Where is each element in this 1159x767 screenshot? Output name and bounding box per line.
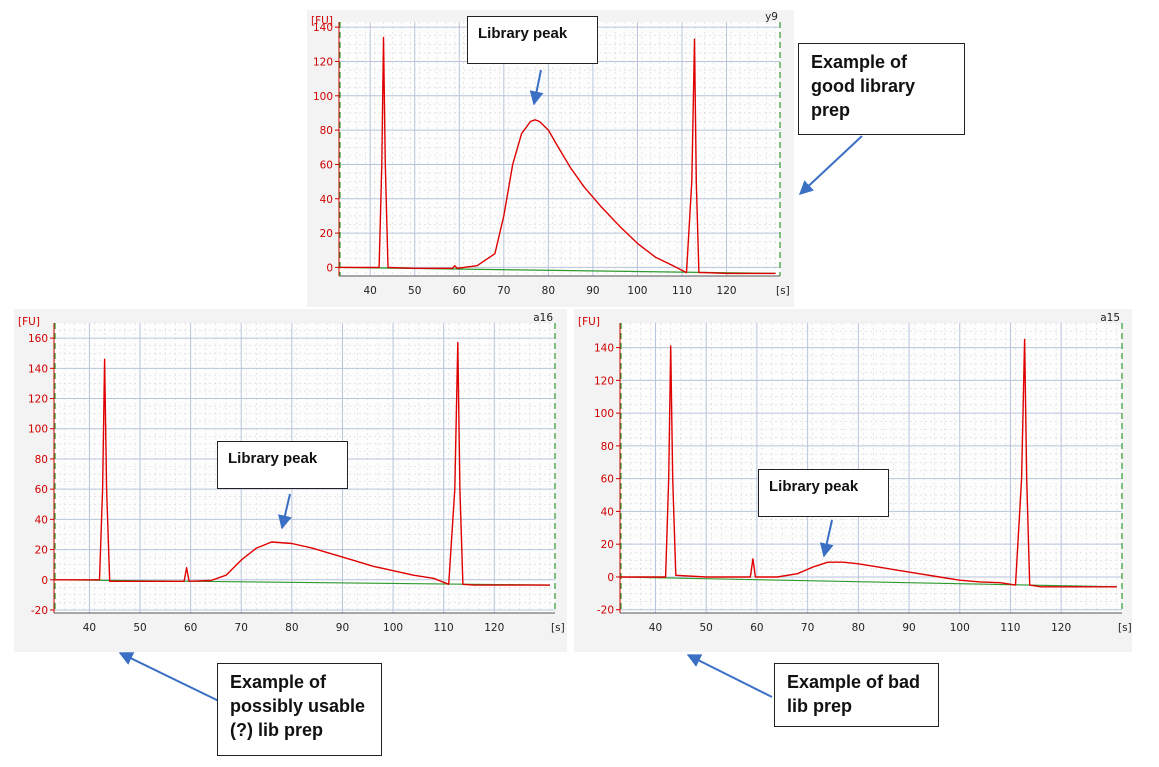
x-unit-label: [s]	[776, 285, 790, 297]
y-tick-label: 40	[320, 194, 333, 206]
chart-panel-bottom-left: 40 50 60 70 80 90 100 110 120 -20 0 20 40 60 80 100 120 1…	[14, 309, 567, 652]
y-tick-label: 120	[313, 56, 333, 68]
x-tick-label: 60	[750, 622, 763, 634]
y-tick-label: 0	[607, 572, 614, 584]
y-tick-label: 100	[313, 91, 333, 103]
y-tick-label: 20	[601, 539, 614, 551]
y-tick-label: 120	[594, 375, 614, 387]
x-tick-label: 60	[453, 285, 466, 297]
y-tick-label: 60	[320, 159, 333, 171]
x-tick-label: 110	[1000, 622, 1020, 634]
x-tick-label: 50	[133, 622, 146, 634]
x-tick-label: 50	[408, 285, 421, 297]
callout-line: possibly usable	[230, 696, 366, 716]
sample-id-label: a15	[1100, 312, 1120, 324]
usable-example-callout: Example of possibly usable (?) lib prep	[217, 663, 382, 756]
arrow-bad-example	[686, 654, 773, 698]
callout-line: good library	[811, 76, 916, 96]
x-tick-label: 70	[497, 285, 510, 297]
x-tick-label: 90	[902, 622, 915, 634]
y-unit-label: [FU]	[18, 316, 40, 328]
x-tick-label: 40	[649, 622, 662, 634]
x-tick-label: 80	[285, 622, 298, 634]
plot-area	[620, 323, 1122, 613]
x-tick-label: 70	[801, 622, 814, 634]
fluorescence-series	[54, 341, 550, 586]
fluorescence-series	[620, 338, 1117, 588]
y-tick-label: 20	[320, 228, 333, 240]
x-tick-label: 60	[184, 622, 197, 634]
library-peak-callout-top: Library peak	[467, 16, 598, 64]
y-tick-label: 80	[320, 125, 333, 137]
y-unit-label: [FU]	[578, 316, 600, 328]
callout-line: lib prep	[787, 696, 853, 716]
y-tick-label: 0	[326, 262, 333, 274]
callout-line: Example of	[230, 672, 327, 692]
callout-line: Example of	[811, 52, 908, 72]
y-tick-label: 40	[601, 506, 614, 518]
callout-line: (?) lib prep	[230, 720, 323, 740]
y-unit-label: [FU]	[311, 15, 333, 27]
y-tick-label: 40	[35, 514, 48, 526]
x-tick-label: 70	[235, 622, 248, 634]
x-tick-label: 50	[700, 622, 713, 634]
y-tick-label: 100	[28, 424, 48, 436]
y-tick-label: 80	[35, 454, 48, 466]
y-tick-label: 160	[28, 333, 48, 345]
x-tick-label: 110	[434, 622, 454, 634]
y-tick-label: 140	[28, 363, 48, 375]
good-example-callout: Example of good library prep	[798, 43, 965, 135]
x-tick-label: 100	[627, 285, 647, 297]
x-tick-label: 120	[717, 285, 737, 297]
y-tick-label: -20	[31, 605, 48, 617]
x-tick-label: 40	[83, 622, 96, 634]
callout-text: Library peak	[228, 450, 318, 467]
y-tick-label: 60	[35, 484, 48, 496]
arrow-good-example	[798, 135, 863, 195]
y-tick-label: 0	[41, 575, 48, 587]
callout-text: Library peak	[769, 478, 859, 495]
y-tick-label: 20	[35, 545, 48, 557]
library-peak-callout-right: Library peak	[758, 469, 889, 517]
x-unit-label: [s]	[551, 622, 565, 634]
callout-text: Library peak	[478, 25, 568, 42]
x-tick-label: 100	[383, 622, 403, 634]
x-tick-label: 90	[586, 285, 599, 297]
x-tick-label: 110	[672, 285, 692, 297]
x-tick-label: 90	[336, 622, 349, 634]
library-peak-callout-left: Library peak	[217, 441, 348, 489]
chart-top: 40 50 60 70 80 90 100 110 120020406080100120140[…	[311, 11, 790, 297]
x-tick-label: 80	[852, 622, 865, 634]
x-tick-label: 120	[1051, 622, 1071, 634]
arrow-usable-example	[118, 652, 226, 705]
sample-id-label: y9	[765, 11, 778, 23]
x-tick-label: 40	[363, 285, 376, 297]
y-tick-label: 60	[601, 474, 614, 486]
y-tick-label: -20	[597, 605, 614, 617]
y-tick-label: 80	[601, 441, 614, 453]
y-tick-label: 140	[594, 343, 614, 355]
x-unit-label: [s]	[1118, 622, 1132, 634]
bad-example-callout: Example of bad lib prep	[774, 663, 939, 727]
chart-bottom-right: 40 50 60 70 80 90 100 110 120 -20 0 20 40 60 80 100 120 1…	[578, 312, 1132, 634]
fluorescence-series	[339, 36, 776, 275]
y-tick-label: 120	[28, 394, 48, 406]
sample-id-label: a16	[533, 312, 553, 324]
x-tick-label: 80	[542, 285, 555, 297]
y-tick-label: 100	[594, 408, 614, 420]
x-tick-label: 120	[484, 622, 504, 634]
callout-line: Example of bad	[787, 672, 921, 692]
callout-line: prep	[811, 100, 851, 120]
y-tick-label: 140	[313, 22, 333, 34]
x-tick-label: 100	[950, 622, 970, 634]
